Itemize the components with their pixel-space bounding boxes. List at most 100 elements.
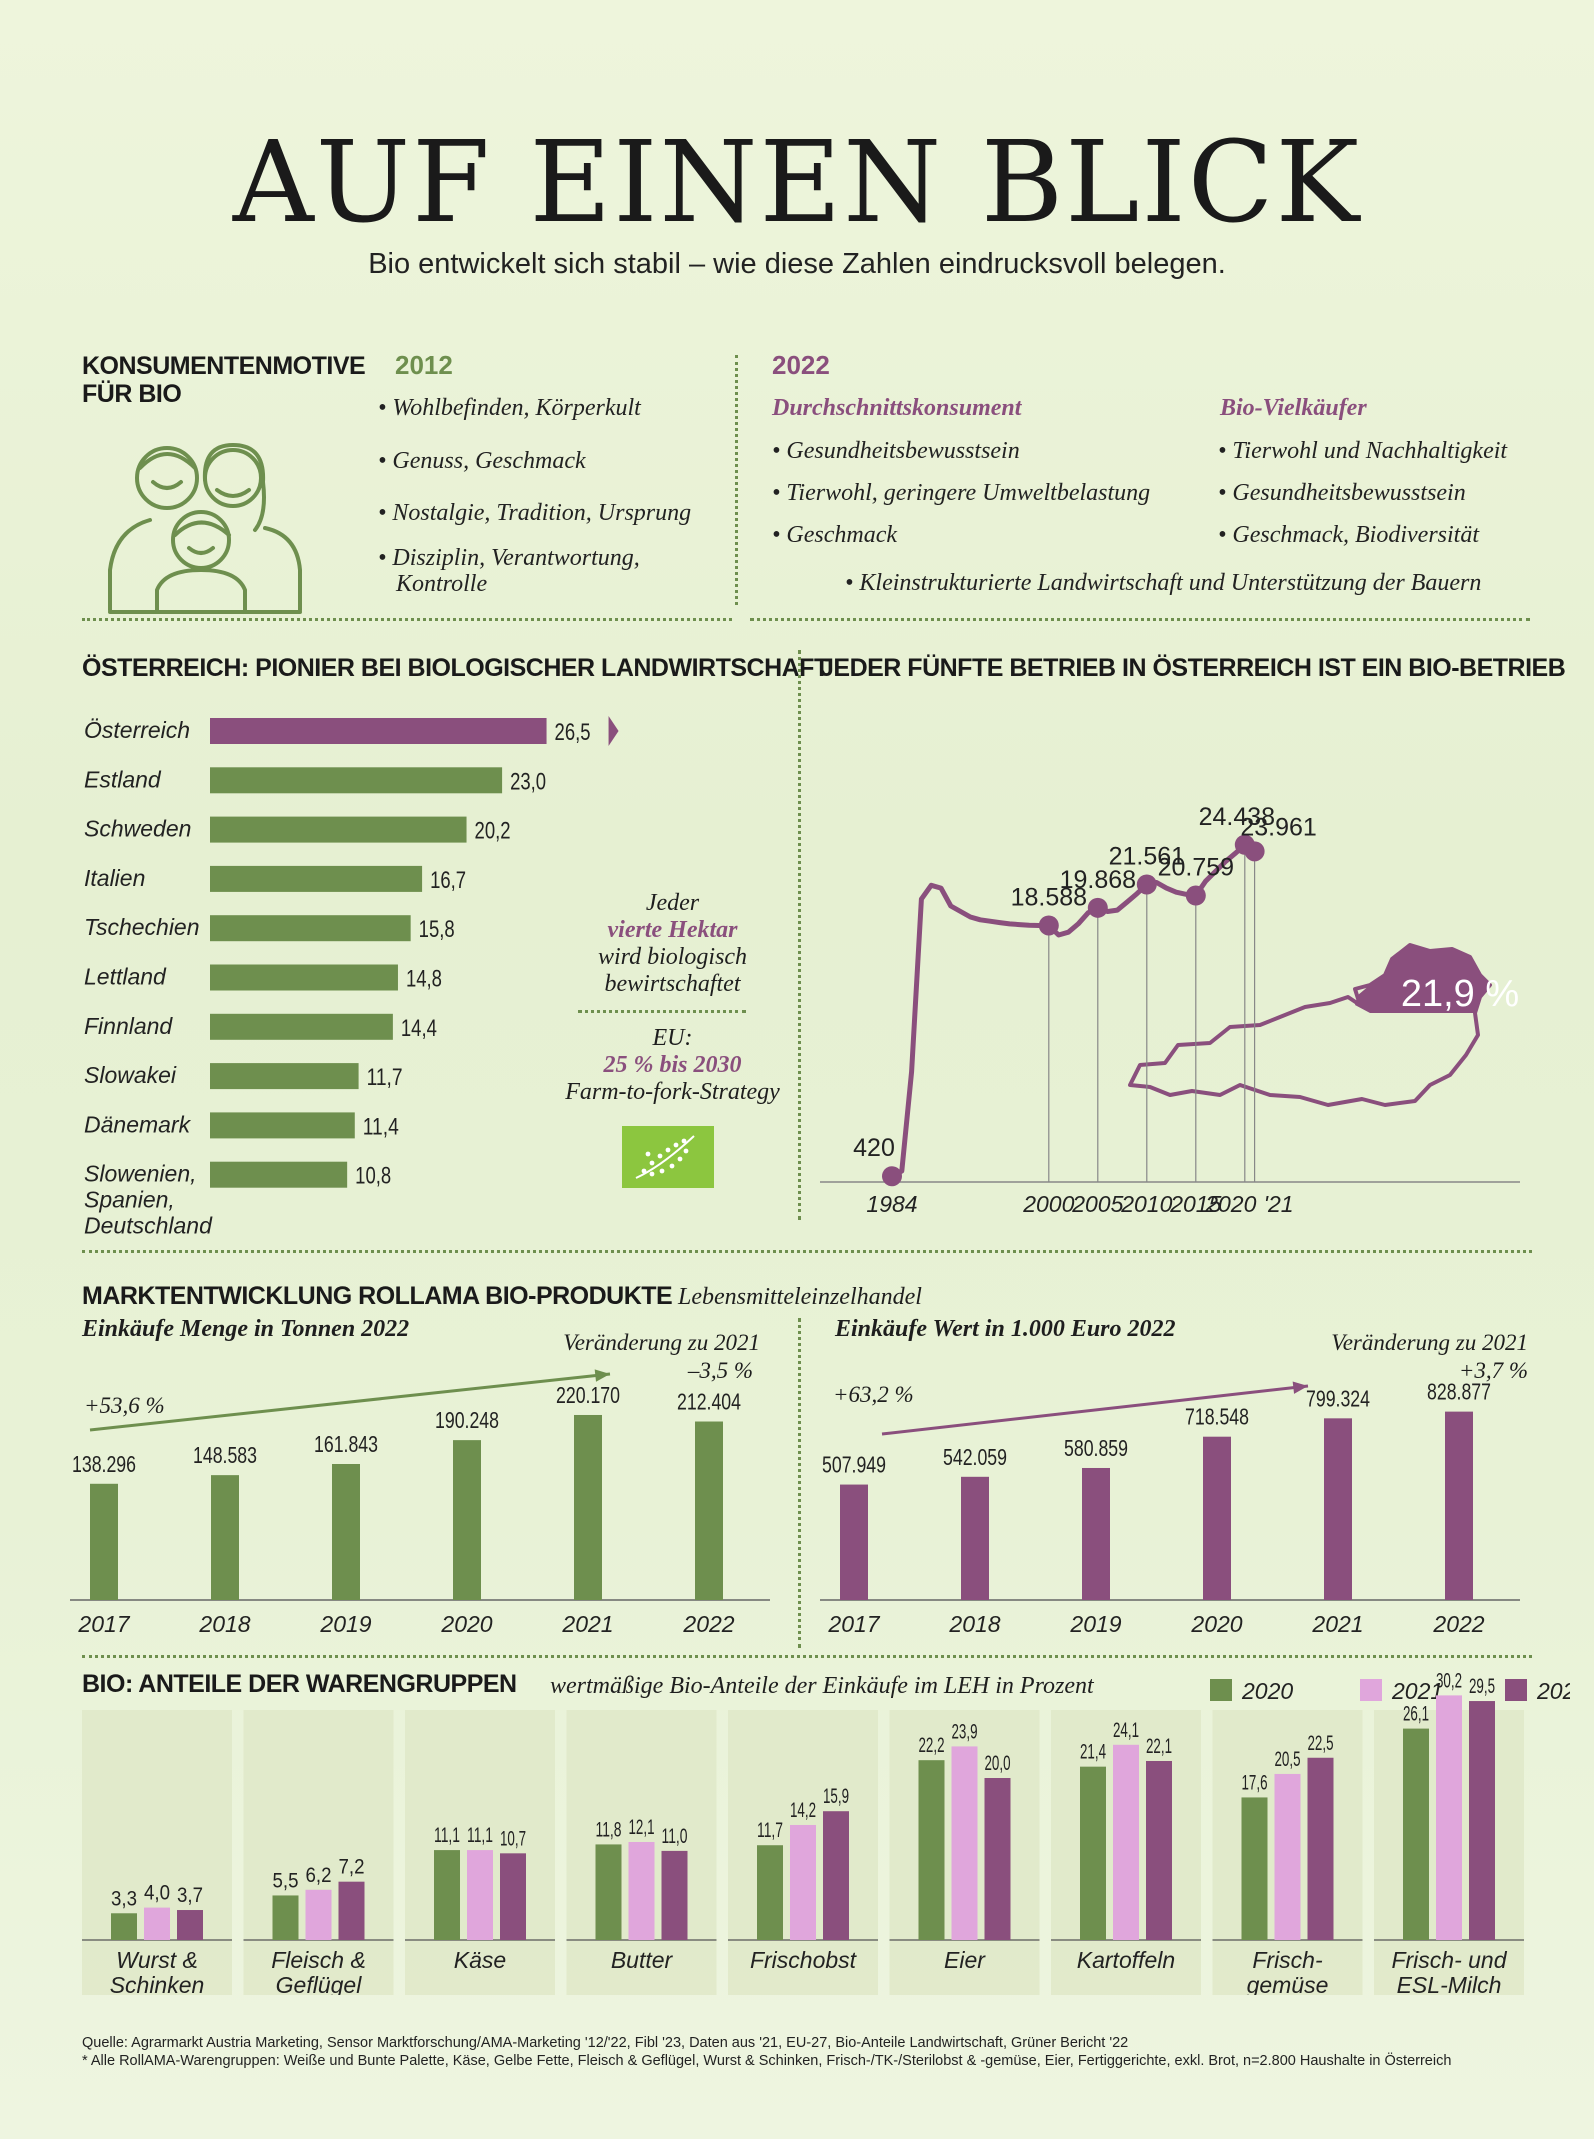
eu-note-highlight: 25 % bis 2030 (603, 1052, 742, 1078)
bar (1241, 1797, 1268, 1940)
bar-value-label: 14,4 (401, 1015, 437, 1042)
eu-organic-leaf-icon (622, 1126, 714, 1188)
bar-value-label: 799.324 (1306, 1385, 1370, 1411)
bar-category-label: Tschechien (84, 914, 200, 940)
bar-value-label: 24,1 (1113, 1719, 1139, 1742)
x-tick-label: 2018 (198, 1611, 250, 1637)
x-tick-label: 2015 (1169, 1191, 1221, 1217)
austria-map-icon (1128, 943, 1492, 1107)
motive-2012-item: • Wohlbefinden, Körperkult (378, 395, 641, 421)
bar-value-label: 15,8 (419, 916, 455, 943)
bar-value-label: 161.843 (314, 1431, 378, 1457)
x-tick-label: 2020 (1204, 1191, 1256, 1217)
bar-value-label: 11,4 (363, 1113, 399, 1140)
bar-value-label: 220.170 (556, 1382, 620, 1408)
bar (332, 1463, 360, 1600)
x-tick-label: 2020 (440, 1611, 492, 1637)
bar-value-label: 23,9 (952, 1720, 978, 1743)
pioneer-note-line: wird biologisch (597, 944, 748, 970)
motives-title-1: KONSUMENTENMOTIVE (82, 352, 366, 380)
bar (1274, 1773, 1301, 1940)
bar-category-label: Spanien, (84, 1187, 175, 1213)
bar-value-label: 11,1 (434, 1824, 460, 1847)
bar-value-label: 30,2 (1436, 1669, 1462, 1692)
bar (1203, 1436, 1231, 1600)
bar (177, 1910, 203, 1940)
point-label: 420 (853, 1134, 895, 1162)
val-change-label: Veränderung zu 2021 (1331, 1330, 1528, 1355)
bar-category-label: Slowenien, (84, 1161, 197, 1187)
x-tick-label: 2021 (1311, 1611, 1363, 1637)
bar (210, 865, 423, 892)
shared-motive-item: • Kleinstrukturierte Landwirtschaft und … (845, 570, 1482, 596)
bar (661, 1850, 688, 1940)
purchase-value-chart: 507.949 2017 542.059 2018 580.859 2019 718.548… (820, 1379, 1520, 1637)
point-label: 23.961 (1240, 813, 1316, 841)
bar-value-label: 20,5 (1275, 1748, 1301, 1771)
bar (210, 1063, 359, 1090)
eu-note: EU: 25 % bis 2030 Farm-to-fork-Strategy (545, 1025, 800, 1106)
trend-arrow-head (1292, 1381, 1308, 1394)
market-title: MARKTENTWICKLUNG ROLLAMA BIO-PRODUKTE (82, 1282, 673, 1310)
bar (1403, 1728, 1429, 1940)
bar-value-label: 12,1 (629, 1816, 655, 1839)
bar (1469, 1701, 1495, 1940)
pioneer-note-highlight: vierte Hektar (607, 917, 738, 943)
val-growth: +63,2 % (833, 1382, 914, 1407)
category-label: Schinken (110, 1972, 205, 1995)
bar-value-label: 11,8 (596, 1818, 622, 1841)
category-panel (82, 1710, 232, 1995)
data-point (1136, 874, 1157, 895)
point-label: 20.759 (1158, 854, 1234, 882)
bar (210, 1013, 393, 1040)
motive-2012-item: • Disziplin, Verantwortung, (378, 545, 640, 571)
bar (984, 1778, 1011, 1940)
category-label: Butter (611, 1947, 674, 1973)
bar (210, 964, 398, 991)
legend-label: 2021 (1391, 1678, 1443, 1704)
pioneer-note: Jeder vierte Hektar wird biologisch bewi… (545, 890, 800, 998)
bar-category-label: Italien (84, 865, 145, 891)
avg-consumer-item: • Geschmack (772, 522, 898, 548)
page-title: AUF EINEN BLICK (232, 118, 1362, 248)
x-tick-label: 2021 (561, 1611, 613, 1637)
bar (211, 1475, 239, 1600)
point-label: 19.868 (1060, 866, 1136, 894)
bar-value-label: 828.877 (1427, 1379, 1491, 1405)
bar-value-label: 542.059 (943, 1444, 1007, 1470)
bar-value-label: 138.296 (72, 1451, 136, 1477)
bar (500, 1853, 526, 1940)
bar (210, 915, 411, 942)
bar (823, 1811, 849, 1940)
point-label: 18.588 (1011, 883, 1087, 911)
bar-value-label: 212.404 (677, 1389, 741, 1415)
motives-bottom-rule-left (82, 618, 732, 621)
bar-value-label: 22,1 (1146, 1735, 1172, 1758)
pioneer-note-line: bewirtschaftet (604, 971, 741, 997)
bar-value-label: 11,1 (467, 1824, 493, 1847)
farms-share-label: 21,9 % (1401, 973, 1519, 1015)
product-group-shares-chart: 2020 2021 2022 3,3 4,0 3,7 Wurst &Schinken 5,5 6… (82, 1669, 1570, 1995)
legend-swatch (1360, 1679, 1382, 1701)
category-label: Kartoffeln (1077, 1947, 1175, 1973)
trend-arrow-line (89, 1372, 611, 1432)
category-label: Geflügel (276, 1972, 363, 1995)
bar-value-label: 26,1 (1403, 1703, 1429, 1726)
organic-area-bar-chart: Österreich 26,5 Estland 23,0 Schweden 20,2 Ita… (84, 716, 619, 1239)
x-tick-label: 2000 (1022, 1191, 1074, 1217)
point-label: 21.561 (1109, 842, 1185, 870)
category-label: ESL-Milch (1397, 1972, 1502, 1995)
bar (210, 1161, 348, 1188)
category-label: Frischobst (750, 1947, 858, 1973)
x-tick-label: 2022 (682, 1611, 734, 1637)
farms-title: JEDER FÜNFTE BETRIEB IN ÖSTERREICH IST E… (820, 654, 1566, 682)
bar-category-label: Finnland (84, 1013, 173, 1039)
bar-value-label: 3,7 (177, 1884, 203, 1907)
category-label: Frisch- (1252, 1947, 1323, 1973)
motive-2012-item: • Genuss, Geschmack (378, 448, 586, 474)
trend-arrow-line (881, 1384, 1309, 1436)
shares-caption: wertmäßige Bio-Anteile der Einkäufe im L… (550, 1673, 1094, 1699)
point-label: 24.438 (1199, 803, 1275, 831)
x-tick-label: 2010 (1120, 1191, 1172, 1217)
bar-value-label: 10,7 (500, 1827, 526, 1850)
